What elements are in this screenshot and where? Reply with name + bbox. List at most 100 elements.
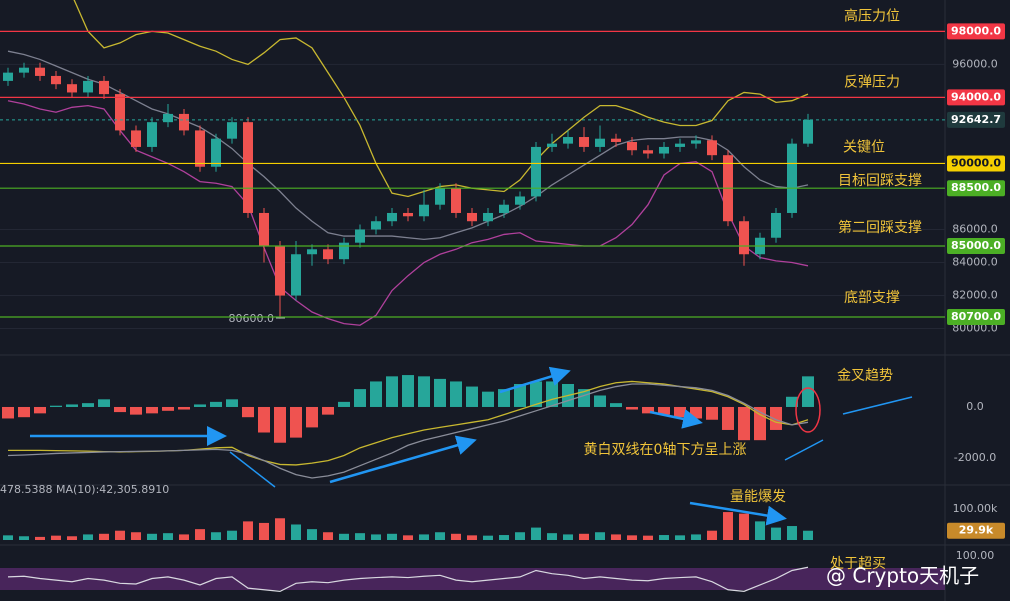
highlight-ellipse: [795, 387, 821, 433]
macd-bar: [274, 406, 286, 443]
volume-bar: [531, 527, 541, 540]
y-tick-label: 96000.0: [952, 57, 998, 70]
volume-bar: [243, 521, 253, 540]
macd-bar: [546, 381, 558, 407]
low-marker-label: 80600.0: [229, 312, 275, 325]
y-tick-label: 84000.0: [952, 256, 998, 269]
candle-body: [211, 138, 221, 167]
macd-bar: [210, 401, 222, 407]
volume-bar: [691, 534, 701, 540]
candle-body: [179, 113, 189, 131]
indicator-line: [7, 566, 809, 592]
candle-body: [35, 67, 45, 76]
price-label-box: [947, 155, 1005, 172]
volume-bar: [67, 536, 77, 540]
candle-body: [147, 122, 157, 147]
volume-bar: [467, 535, 477, 540]
macd-bar: [418, 376, 430, 407]
price-label-box: [947, 522, 1005, 539]
candle-body: [163, 113, 173, 123]
volume-bar: [3, 535, 13, 540]
volume-bar: [291, 524, 301, 540]
candle-body: [387, 212, 397, 222]
candle-body: [595, 138, 605, 147]
volume-bar: [739, 513, 749, 540]
volume-bar: [723, 512, 733, 540]
candle-body: [115, 94, 125, 131]
macd-bar: [338, 401, 350, 407]
candle-body: [483, 212, 493, 222]
macd-bar: [290, 406, 302, 438]
candle-body: [339, 242, 349, 260]
price-label-box: [947, 237, 1005, 254]
volume-bar: [323, 532, 333, 540]
volume-bar: [675, 535, 685, 540]
macd-bar: [130, 406, 142, 415]
arrow: [842, 396, 913, 415]
volume-bar: [563, 534, 573, 540]
level-note: 底部支撑: [844, 290, 900, 306]
candle-body: [99, 80, 109, 95]
volume-bar: [787, 526, 797, 540]
volume-bar: [163, 533, 173, 540]
candle-body: [3, 72, 13, 81]
candle-body: [499, 204, 509, 213]
macd-bar: [178, 406, 190, 410]
watermark: @ Crypto天机子: [826, 564, 979, 588]
candle-body: [195, 130, 205, 167]
macd-bar: [322, 406, 334, 415]
candle-body: [675, 143, 685, 147]
arrows: [30, 366, 913, 526]
macd-bar: [98, 399, 110, 407]
level-note: 反弹压力: [844, 74, 900, 90]
volume-bar: [643, 535, 653, 540]
price-label: 88500.0: [951, 181, 1001, 194]
volume-bar: [227, 530, 237, 540]
volume-bar: [611, 534, 621, 540]
candle-body: [419, 204, 429, 217]
macd-bar: [498, 389, 510, 407]
candle-body: [563, 137, 573, 144]
macd-bar: [402, 375, 414, 407]
macd-bar: [770, 406, 782, 430]
candle-body: [531, 146, 541, 197]
volume-bar: [547, 533, 557, 540]
macd-bar: [242, 406, 254, 418]
volume-panel: [3, 512, 813, 540]
candle-body: [659, 146, 669, 154]
macd-bar: [690, 406, 702, 419]
macd-bar: [146, 406, 158, 414]
macd-bar: [674, 406, 686, 418]
macd-bar: [578, 389, 590, 407]
volume-bar: [19, 536, 29, 540]
candle-body: [67, 84, 77, 93]
candle-body: [131, 130, 141, 147]
candle-body: [451, 188, 461, 213]
level-note: 关键位: [843, 139, 885, 155]
candle-body: [707, 140, 717, 156]
volume-bar: [483, 535, 493, 540]
indicator-line: [7, 100, 809, 326]
volume-bar: [307, 529, 317, 540]
price-label: 85000.0: [951, 239, 1001, 252]
y-tick-label: 86000.0: [952, 222, 998, 235]
macd-bar: [194, 404, 206, 407]
y-tick-label: 100.00k: [953, 502, 998, 515]
price-label-box: [947, 180, 1005, 197]
candle-body: [371, 221, 381, 230]
price-label: 90000.0: [951, 156, 1001, 169]
volume-bar: [179, 534, 189, 540]
arrow: [649, 409, 703, 429]
macd-bar: [2, 406, 14, 419]
right-axis: 96000.086000.084000.082000.080000.098000…: [947, 23, 1005, 562]
volume-bar: [99, 533, 109, 540]
volume-bar: [451, 533, 461, 540]
volume-bar: [627, 535, 637, 540]
volume-bar: [403, 535, 413, 540]
candle-body: [579, 137, 589, 147]
price-label-box: [947, 111, 1005, 128]
candle-body: [627, 141, 637, 151]
volume-bar: [35, 536, 45, 540]
